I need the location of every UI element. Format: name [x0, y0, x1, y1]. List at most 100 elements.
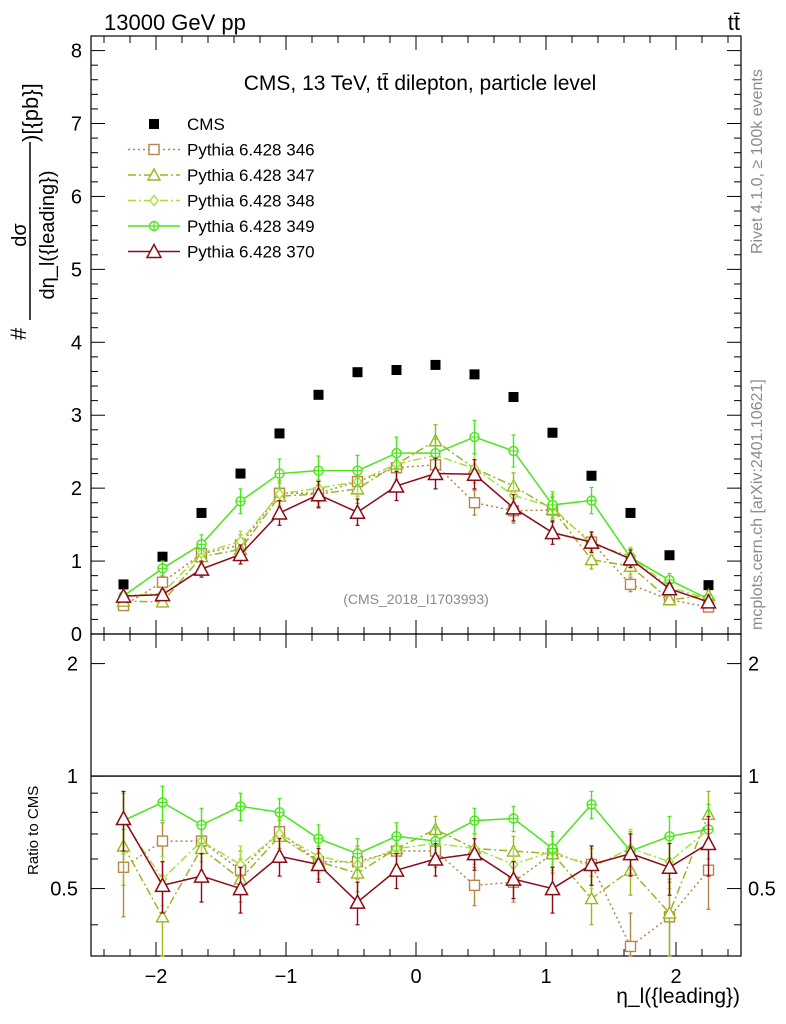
marker-triangle [155, 594, 170, 608]
data-point-p370 [115, 587, 132, 603]
marker-triangle [115, 587, 132, 603]
y-tick-label: 0 [71, 624, 82, 646]
data-point-p370 [544, 879, 561, 896]
marker-square [274, 428, 285, 439]
data-point-p370 [310, 855, 327, 872]
y-tick-label: 5 [71, 259, 82, 281]
data-point-p349 [430, 447, 441, 459]
data-point-p349 [586, 495, 597, 506]
ylabel-prefix: # [6, 327, 31, 340]
data-point-p370 [193, 867, 210, 883]
legend-marker-p346 [148, 143, 160, 156]
data-point-p347 [662, 905, 677, 919]
data-point-p349 [313, 465, 324, 476]
data-point-p370 [466, 845, 483, 861]
data-point-p370 [583, 855, 600, 872]
xlabel: η_l({leading}) [616, 985, 740, 1008]
marker-square [118, 579, 129, 590]
data-point-p370 [154, 586, 171, 602]
header-process: tt̄ [728, 10, 740, 35]
series-line-p370 [123, 472, 709, 603]
legend-label-p348: Pythia 6.428 348 [187, 192, 315, 211]
data-point-p346 [156, 835, 169, 847]
legend-label-p370: Pythia 6.428 370 [187, 243, 315, 262]
data-point-cms [586, 470, 597, 481]
data-point-p349 [469, 431, 480, 443]
data-point-p370 [232, 545, 249, 562]
data-point-p370 [427, 464, 444, 481]
data-point-p347 [584, 552, 599, 566]
marker-triangle [349, 503, 366, 519]
data-point-p370 [661, 858, 678, 875]
marker-square [468, 879, 481, 892]
marker-square [148, 143, 160, 156]
data-point-cms [469, 369, 480, 380]
data-point-p348 [274, 487, 285, 501]
ratio-axes: −2 −1 0 1 2 0.5 0.5 1 1 2 2 [50, 36, 776, 988]
ratio-y-tick-label: 0.5 [748, 879, 776, 901]
data-point-p370 [583, 533, 600, 549]
marker-square [468, 497, 481, 509]
marker-square [508, 391, 519, 402]
header-energy: 13000 GeV pp [104, 10, 246, 35]
side-mcplots-info: mcplots.cern.ch [arXiv:2401.10621] [749, 379, 766, 630]
data-point-p370 [115, 809, 132, 826]
data-point-p349 [664, 831, 675, 842]
y-tick-label: 7 [71, 114, 82, 136]
data-point-p349 [352, 465, 363, 476]
x-tick-label: −2 [145, 966, 168, 988]
y-tick-label: 4 [71, 332, 82, 354]
series-line-p347 [123, 439, 709, 603]
side-rivet-info: Rivet 4.1.0, ≥ 100k events [749, 69, 766, 254]
data-point-p346 [624, 940, 637, 953]
marker-triangle [662, 905, 677, 919]
series-line-p346 [123, 830, 710, 948]
data-point-p370 [505, 870, 522, 886]
main-data [115, 359, 717, 613]
y-tick-label: 6 [71, 186, 82, 208]
legend-label-cms: CMS [187, 115, 225, 134]
ratio-y-tick-label: 1 [67, 766, 78, 788]
marker-square [625, 507, 636, 518]
marker-triangle [146, 167, 162, 181]
data-point-p347 [155, 909, 170, 923]
marker-triangle [427, 464, 444, 481]
data-point-p349 [352, 848, 363, 859]
data-point-p349 [586, 799, 597, 810]
marker-triangle [427, 850, 444, 866]
legend-label-p346: Pythia 6.428 346 [187, 141, 315, 160]
marker-triangle [544, 879, 561, 896]
data-point-p349 [547, 499, 558, 511]
legend-marker-p347 [146, 167, 162, 181]
data-point-cms [625, 507, 636, 518]
data-point-cms [157, 551, 168, 562]
series-line-p370 [122, 818, 709, 904]
marker-triangle [661, 858, 678, 875]
marker-triangle [232, 879, 249, 896]
data-point-cms [352, 367, 363, 378]
marker-triangle [271, 504, 288, 520]
watermark: (CMS_2018_I1703993) [343, 591, 489, 607]
marker-triangle [466, 465, 483, 482]
data-point-cms [547, 427, 558, 438]
data-point-p370 [544, 524, 561, 540]
marker-triangle [505, 870, 522, 886]
marker-triangle [622, 550, 639, 566]
series-line-p349 [123, 801, 709, 855]
marker-square [391, 365, 402, 376]
series-line-p348 [122, 820, 709, 881]
marker-diamond [274, 487, 285, 501]
data-point-p349 [235, 496, 246, 507]
y-tick-label: 3 [71, 405, 82, 427]
ratio-y-tick-label: 1 [748, 766, 759, 788]
data-point-p370 [622, 550, 639, 566]
main-axes: 0 1 2 3 4 5 6 7 8 [71, 36, 741, 956]
marker-triangle [584, 552, 599, 566]
marker-diamond [149, 194, 159, 207]
data-point-p349 [508, 813, 519, 824]
data-point-cms [235, 468, 246, 479]
data-point-p370 [349, 503, 366, 519]
data-point-p346 [468, 497, 481, 509]
data-point-p370 [232, 879, 249, 896]
marker-square [703, 580, 714, 591]
